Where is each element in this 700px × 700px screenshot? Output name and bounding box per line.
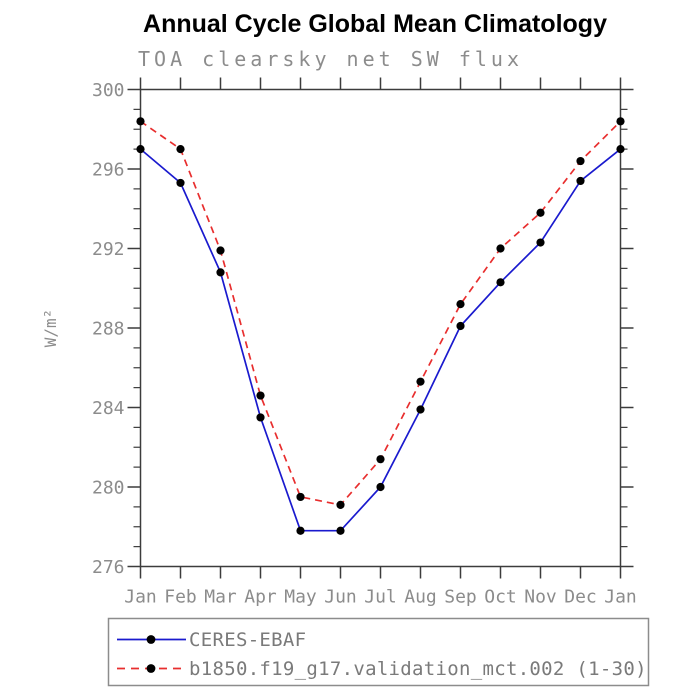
- data-point-marker: [296, 492, 305, 502]
- axes-frame: 276 280 284 288 292 296 300 Jan Feb Mar Apr May Jun J…: [92, 77, 637, 608]
- data-point-marker: [576, 156, 585, 166]
- data-point-marker: [336, 500, 345, 509]
- y-tick-label: 284: [92, 398, 125, 419]
- chart-title: Annual Cycle Global Mean Climatology: [143, 10, 607, 38]
- y-axis-label: W/m²: [41, 309, 60, 348]
- data-point-marker: [536, 238, 545, 247]
- data-point-marker: [136, 117, 145, 126]
- legend-label-ceres: CERES-EBAF: [189, 629, 306, 651]
- y-tick-label: 296: [92, 160, 125, 181]
- plot-frame: [139, 88, 622, 568]
- y-tick-label: 280: [92, 478, 125, 499]
- legend-box: [107, 617, 650, 687]
- legend-marker-model-icon: [146, 664, 156, 673]
- x-tick-label: Mar: [204, 587, 237, 608]
- data-point-marker: [416, 405, 425, 414]
- data-point-marker: [216, 268, 225, 277]
- y-tick-label: 276: [92, 557, 125, 578]
- data-point-marker: [256, 413, 265, 422]
- data-point-marker: [376, 482, 385, 492]
- chart-subtitle: TOA clearsky net SW flux: [138, 47, 523, 71]
- x-tick-label: Nov: [524, 587, 557, 608]
- legend-label-model: b1850.f19_g17.validation_mct.002 (1-30): [189, 658, 647, 680]
- y-tick-label: 300: [92, 80, 125, 101]
- x-tick-label: Dec: [564, 587, 597, 608]
- data-point-marker: [256, 391, 265, 400]
- data-point-marker: [496, 278, 505, 287]
- x-tick-label: Jun: [324, 587, 357, 608]
- data-point-marker: [176, 178, 185, 188]
- data-point-marker: [576, 176, 585, 186]
- x-tick-label: Jan: [604, 587, 637, 608]
- legend-marker-ceres-icon: [146, 635, 156, 644]
- series-lines: [136, 117, 625, 535]
- data-point-marker: [376, 455, 385, 464]
- data-point-marker: [216, 246, 225, 255]
- data-point-marker: [456, 300, 465, 309]
- data-point-marker: [536, 208, 545, 217]
- data-point-marker: [456, 321, 465, 331]
- data-point-marker: [616, 117, 625, 126]
- x-tick-label: Aug: [404, 587, 437, 608]
- x-tick-label: Apr: [244, 587, 277, 608]
- y-tick-label: 288: [92, 319, 125, 340]
- y-tick-label: 292: [92, 239, 125, 260]
- data-point-marker: [496, 244, 505, 253]
- data-point-marker: [416, 377, 425, 386]
- x-tick-label: Jul: [364, 587, 397, 608]
- x-tick-label: Feb: [164, 587, 197, 608]
- legend: CERES-EBAF b1850.f19_g17.validation_mct.…: [107, 617, 650, 687]
- data-point-marker: [176, 145, 185, 154]
- x-tick-label: Jan: [124, 587, 157, 608]
- x-tick-label: Sep: [444, 587, 477, 608]
- x-tick-label: May: [284, 587, 317, 608]
- data-point-marker: [616, 145, 625, 154]
- x-tick-label: Oct: [484, 587, 517, 608]
- series-line-0: [139, 148, 622, 532]
- series-line-1: [140, 120, 622, 506]
- data-point-marker: [136, 145, 145, 154]
- data-point-marker: [336, 526, 345, 535]
- data-point-marker: [296, 526, 305, 535]
